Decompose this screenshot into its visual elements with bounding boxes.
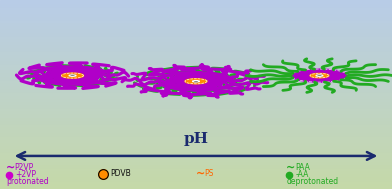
Text: deprotonated: deprotonated — [286, 177, 338, 186]
Bar — [0, 41, 392, 44]
Bar — [0, 25, 392, 28]
Bar — [0, 79, 392, 82]
Bar — [0, 13, 392, 16]
Bar — [0, 120, 392, 123]
Bar — [0, 173, 392, 176]
Ellipse shape — [193, 81, 198, 82]
Bar — [0, 113, 392, 117]
Bar — [0, 28, 392, 32]
Ellipse shape — [291, 69, 348, 82]
Bar — [0, 148, 392, 151]
Bar — [0, 32, 392, 35]
Bar — [0, 142, 392, 145]
Bar — [0, 38, 392, 41]
Bar — [0, 76, 392, 79]
Bar — [0, 183, 392, 186]
Ellipse shape — [185, 79, 207, 84]
Bar — [0, 72, 392, 76]
Bar — [0, 154, 392, 157]
Text: pH: pH — [183, 132, 209, 146]
Bar — [0, 57, 392, 60]
Bar — [0, 117, 392, 120]
Bar — [0, 53, 392, 57]
Bar — [0, 126, 392, 129]
Bar — [0, 167, 392, 170]
Text: PDVB: PDVB — [110, 169, 131, 178]
Text: P2VP: P2VP — [15, 163, 34, 172]
Bar — [0, 16, 392, 19]
Bar — [0, 69, 392, 72]
Ellipse shape — [310, 73, 329, 78]
Text: PS: PS — [205, 169, 214, 178]
Bar — [0, 50, 392, 53]
Bar — [0, 63, 392, 66]
Text: PAA: PAA — [295, 163, 310, 172]
Bar — [0, 60, 392, 63]
Text: -AA: -AA — [295, 170, 309, 179]
Bar — [0, 98, 392, 101]
Bar — [0, 91, 392, 94]
Bar — [0, 101, 392, 104]
Bar — [0, 35, 392, 38]
Text: +2VP: +2VP — [15, 170, 36, 179]
Bar — [0, 132, 392, 136]
Bar — [0, 139, 392, 142]
Ellipse shape — [317, 75, 322, 76]
Bar — [0, 47, 392, 50]
Bar — [0, 145, 392, 148]
Text: ~: ~ — [6, 162, 15, 172]
Text: protonated: protonated — [6, 177, 49, 186]
Bar — [0, 6, 392, 9]
Bar — [0, 44, 392, 47]
Bar — [0, 186, 392, 189]
Bar — [0, 157, 392, 161]
Bar — [0, 22, 392, 25]
Bar — [0, 85, 392, 88]
Bar — [0, 94, 392, 98]
Text: ~: ~ — [196, 169, 205, 178]
Bar — [0, 104, 392, 107]
Bar — [0, 82, 392, 85]
Bar — [0, 129, 392, 132]
Bar — [0, 170, 392, 173]
Bar — [0, 136, 392, 139]
Bar — [0, 3, 392, 6]
Bar — [0, 19, 392, 22]
Bar — [0, 180, 392, 183]
Bar — [0, 110, 392, 113]
Text: ~: ~ — [286, 162, 296, 172]
Bar — [0, 66, 392, 69]
Bar — [0, 88, 392, 91]
Bar — [0, 0, 392, 3]
Bar — [0, 176, 392, 180]
Bar — [0, 164, 392, 167]
Bar — [0, 161, 392, 164]
Bar — [0, 151, 392, 154]
Ellipse shape — [62, 73, 83, 78]
Bar — [0, 123, 392, 126]
Ellipse shape — [70, 75, 75, 76]
Bar — [0, 9, 392, 13]
Bar — [0, 107, 392, 110]
